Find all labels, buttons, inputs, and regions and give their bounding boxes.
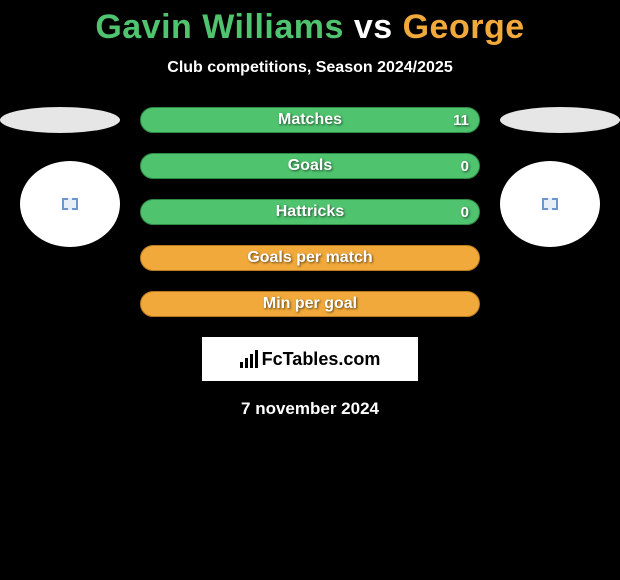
stat-pill-label: Goals per match <box>247 249 372 267</box>
stat-pills: Matches 11 Goals 0 Hattricks 0 Goals per match… <box>140 107 480 317</box>
stat-pill-label: Matches <box>278 111 342 129</box>
stat-pill-label: Goals <box>288 157 332 175</box>
stat-pill-value-right: 0 <box>461 204 469 221</box>
left-club-badge <box>20 161 120 247</box>
right-club-badge <box>500 161 600 247</box>
stat-pill-label: Min per goal <box>263 295 357 313</box>
stat-pill: Goals 0 <box>140 153 480 179</box>
brand-box: FcTables.com <box>202 337 418 381</box>
bar-chart-icon <box>240 350 258 368</box>
stat-pill: Goals per match <box>140 245 480 271</box>
stat-pill: Min per goal <box>140 291 480 317</box>
brand-text: FcTables.com <box>262 349 381 370</box>
comparison-content: Matches 11 Goals 0 Hattricks 0 Goals per match… <box>0 107 620 419</box>
date-line: 7 november 2024 <box>0 399 620 419</box>
title-mid: vs <box>344 8 403 46</box>
title-left: Gavin Williams <box>95 8 344 46</box>
stat-pill: Hattricks 0 <box>140 199 480 225</box>
stat-pill-value-right: 11 <box>453 112 469 129</box>
stat-pill-label: Hattricks <box>276 203 344 221</box>
stat-pill: Matches 11 <box>140 107 480 133</box>
subtitle: Club competitions, Season 2024/2025 <box>0 59 620 77</box>
placeholder-icon <box>542 198 558 210</box>
title-right: George <box>403 8 525 46</box>
stat-pill-value-right: 0 <box>461 158 469 175</box>
right-player-ellipse <box>500 107 620 133</box>
placeholder-icon <box>62 198 78 210</box>
left-player-ellipse <box>0 107 120 133</box>
page-title: Gavin Williams vs George <box>0 0 620 47</box>
